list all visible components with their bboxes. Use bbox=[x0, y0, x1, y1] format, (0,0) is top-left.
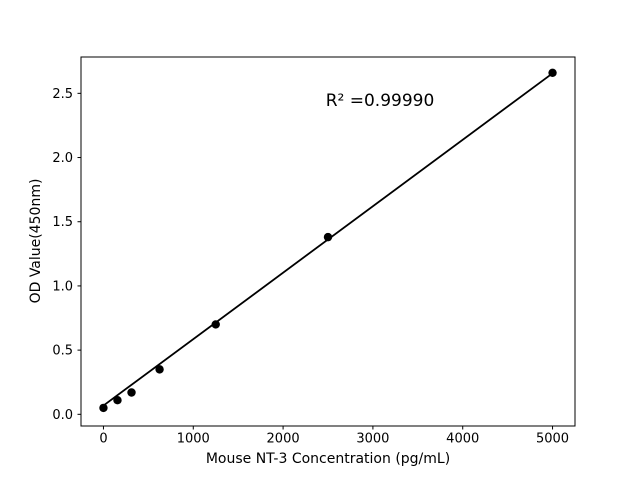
x-tick-label: 0 bbox=[99, 432, 107, 447]
x-tick-label: 5000 bbox=[536, 432, 569, 447]
x-tick-label: 4000 bbox=[446, 432, 479, 447]
y-tick-label: 0.0 bbox=[52, 408, 73, 423]
x-tick-label: 1000 bbox=[177, 432, 210, 447]
y-tick-label: 1.5 bbox=[52, 215, 73, 230]
x-axis-label: Mouse NT-3 Concentration (pg/mL) bbox=[205, 451, 451, 467]
plot-box bbox=[80, 56, 576, 427]
data-point bbox=[113, 395, 122, 405]
data-point bbox=[548, 68, 557, 77]
data-point bbox=[323, 232, 333, 242]
data-point bbox=[155, 365, 164, 374]
y-tick-label: 2.5 bbox=[52, 87, 73, 102]
y-tick-label: 0.5 bbox=[52, 344, 73, 359]
y-tick-label: 1.0 bbox=[52, 279, 73, 294]
r-squared-annotation: R² =0.99990 bbox=[325, 91, 435, 111]
y-axis-label: OD Value(450nm) bbox=[28, 178, 44, 304]
data-point bbox=[211, 320, 220, 329]
data-point bbox=[127, 388, 136, 397]
x-tick-label: 3000 bbox=[356, 432, 389, 447]
x-tick-label: 2000 bbox=[267, 432, 300, 447]
y-tick-label: 2.0 bbox=[52, 151, 73, 166]
data-point bbox=[99, 403, 108, 413]
